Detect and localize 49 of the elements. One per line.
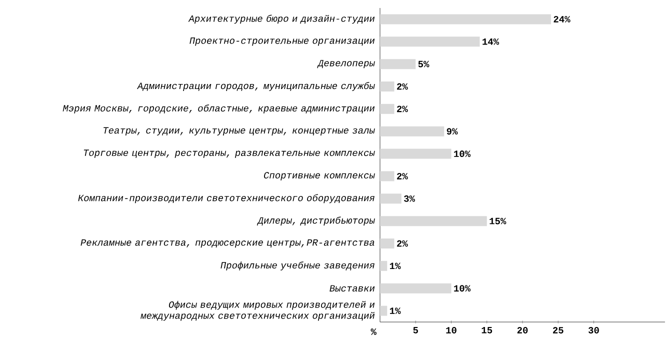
bar: [380, 104, 394, 114]
y-tick-label: Дилеры, дистрибьюторы: [256, 216, 375, 226]
bar: [380, 194, 402, 204]
y-tick-label: Мэрия Москвы, городские, областные, краевые администрации: [62, 104, 375, 114]
data-label: 10%: [454, 285, 471, 292]
data-label: 5%: [418, 60, 430, 68]
data-label: 14%: [482, 38, 500, 45]
x-tick-label: 20: [517, 327, 528, 334]
bar: [380, 238, 394, 249]
y-tick-label: Проектно-строительные организации: [190, 38, 375, 46]
x-tick-label: 15: [482, 327, 492, 334]
bar: [380, 148, 452, 159]
y-tick-label: Рекламные агентства, продюсерские центры,PR-агентства: [80, 239, 374, 248]
y-tick-label: Девелоперы: [317, 60, 375, 68]
bar: [380, 260, 388, 271]
x-tick-label: 5: [413, 327, 418, 334]
y-tick-label: Спортивные комплексы: [264, 172, 375, 180]
data-label: 10%: [454, 150, 471, 158]
data-label: 24%: [554, 16, 570, 22]
y-tick-label: Профильные учебные заведения: [220, 261, 374, 270]
bar: [380, 171, 394, 182]
data-label: 1%: [390, 262, 401, 270]
x-tick-label: 30: [588, 327, 599, 334]
y-tick-label: Выставки: [330, 285, 375, 292]
data-label: 2%: [397, 83, 408, 90]
data-label: 15%: [490, 218, 506, 224]
bar: [380, 306, 388, 316]
y-tick-label: Театры, студии, культурные центры, концертные залы: [104, 127, 375, 136]
data-label: 1%: [390, 308, 401, 314]
data-label: 2%: [397, 106, 408, 112]
bar: [380, 82, 394, 92]
data-label: 2%: [397, 240, 408, 247]
bar: [380, 283, 452, 294]
y-tick-label: Архитектурные бюро и дизайн-студии: [188, 14, 375, 24]
bar: [380, 36, 480, 47]
y-tick-label: Администрации городов, муниципальные службы: [136, 82, 375, 91]
data-label: 3%: [404, 195, 415, 202]
y-tick-label: Офисы ведущих мировых производителей и международных светотехнических организаций: [140, 300, 375, 321]
data-label: 9%: [446, 128, 458, 135]
bar: [380, 126, 444, 136]
y-tick-label: Торговые центры, рестораны, развлекательные комплексы: [84, 150, 375, 158]
x-tick-label: 25: [553, 327, 564, 334]
bar: [380, 14, 552, 24]
x-axis-title: %: [370, 328, 376, 335]
y-tick-label: Компании-производители светотехнического оборудования: [78, 194, 374, 204]
data-label: 2%: [397, 173, 408, 180]
bar: [380, 216, 487, 226]
x-tick-label: 10: [446, 327, 456, 334]
bar: [380, 59, 416, 70]
